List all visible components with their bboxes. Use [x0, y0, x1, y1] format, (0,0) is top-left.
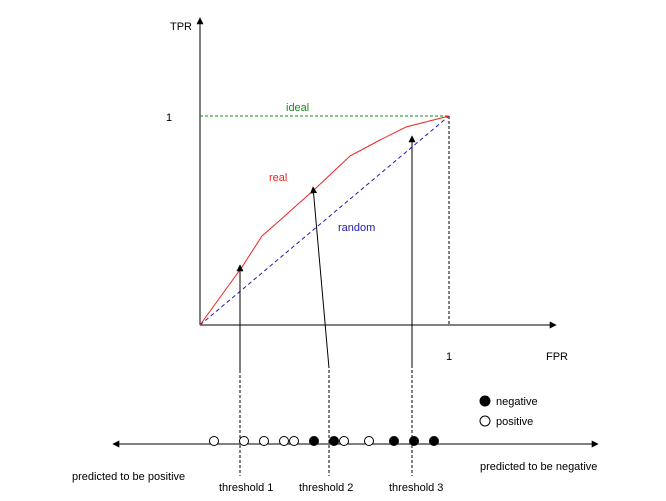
- sample-points: [209, 436, 439, 446]
- positive-sample-point: [339, 436, 349, 446]
- legend-negative-label: negative: [496, 396, 538, 408]
- positive-sample-point: [209, 436, 219, 446]
- y-axis-label: TPR: [170, 21, 192, 33]
- threshold-2-arrow: [310, 186, 330, 369]
- predicted-positive-label: predicted to be positive: [72, 471, 185, 483]
- negative-sample-point: [429, 436, 439, 446]
- x-axis-label: FPR: [546, 351, 568, 363]
- random-label: random: [338, 222, 375, 234]
- x-tick-1: 1: [446, 351, 452, 363]
- positive-sample-point: [259, 436, 269, 446]
- threshold-2-label: threshold 2: [299, 482, 353, 494]
- positive-sample-point: [364, 436, 374, 446]
- positive-sample-point: [239, 436, 249, 446]
- positive-sample-point: [289, 436, 299, 446]
- ideal-label: ideal: [286, 102, 309, 114]
- y-tick-1: 1: [166, 112, 172, 124]
- legend-positive-label: positive: [496, 416, 533, 428]
- threshold-1-label: threshold 1: [219, 482, 273, 494]
- negative-sample-point: [329, 436, 339, 446]
- random-line: [199, 115, 450, 326]
- negative-sample-point: [389, 436, 399, 446]
- legend-positive-marker: [479, 415, 491, 427]
- predicted-negative-label: predicted to be negative: [480, 461, 597, 473]
- real-label: real: [269, 172, 287, 184]
- negative-sample-point: [409, 436, 419, 446]
- positive-sample-point: [279, 436, 289, 446]
- threshold-3-label: threshold 3: [389, 482, 443, 494]
- negative-sample-point: [309, 436, 319, 446]
- legend-negative-marker: [479, 395, 491, 407]
